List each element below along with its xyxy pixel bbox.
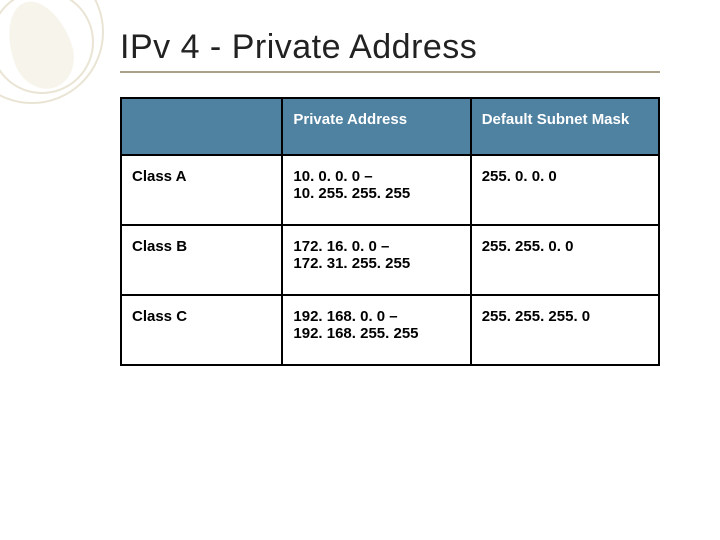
cell-class-label: Class B [121,225,282,295]
header-private-address: Private Address [282,98,470,155]
page-title: IPv 4 - Private Address [120,28,662,67]
title-underline [120,71,660,73]
range-line: 172. 31. 255. 255 [293,255,459,272]
table-row: Class A 10. 0. 0. 0 – 10. 255. 255. 255 … [121,155,659,225]
cell-address-range: 10. 0. 0. 0 – 10. 255. 255. 255 [282,155,470,225]
cell-address-range: 192. 168. 0. 0 – 192. 168. 255. 255 [282,295,470,365]
range-line: 10. 0. 0. 0 – [293,168,459,185]
cell-class-label: Class C [121,295,282,365]
cell-subnet-mask: 255. 255. 255. 0 [471,295,659,365]
private-address-table: Private Address Default Subnet Mask Clas… [120,97,660,366]
cell-class-label: Class A [121,155,282,225]
table-header-row: Private Address Default Subnet Mask [121,98,659,155]
table-row: Class B 172. 16. 0. 0 – 172. 31. 255. 25… [121,225,659,295]
range-line: 10. 255. 255. 255 [293,185,459,202]
slide-content: IPv 4 - Private Address Private Address … [0,0,720,540]
table-row: Class C 192. 168. 0. 0 – 192. 168. 255. … [121,295,659,365]
range-line: 192. 168. 255. 255 [293,325,459,342]
header-subnet-mask: Default Subnet Mask [471,98,659,155]
range-line: 192. 168. 0. 0 – [293,308,459,325]
cell-subnet-mask: 255. 255. 0. 0 [471,225,659,295]
cell-address-range: 172. 16. 0. 0 – 172. 31. 255. 255 [282,225,470,295]
header-blank [121,98,282,155]
range-line: 172. 16. 0. 0 – [293,238,459,255]
cell-subnet-mask: 255. 0. 0. 0 [471,155,659,225]
